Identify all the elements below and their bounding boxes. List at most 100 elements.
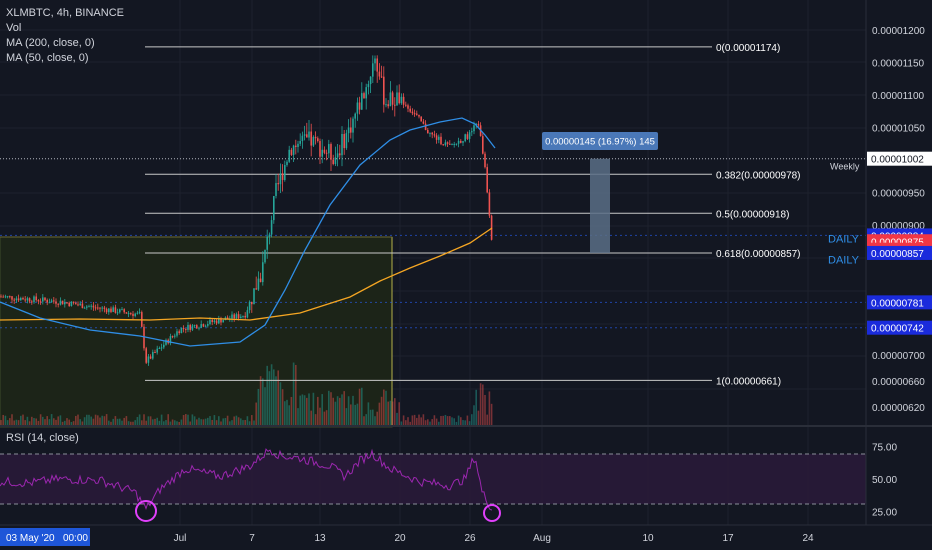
volume-bar	[449, 416, 451, 425]
volume-bar	[114, 416, 117, 425]
candle-body	[438, 136, 440, 140]
candle-body	[48, 302, 51, 304]
volume-bar	[369, 409, 372, 425]
volume-bar	[466, 415, 469, 425]
volume-bar	[193, 416, 196, 425]
volume-bar	[288, 405, 290, 425]
legend-ma50[interactable]: MA (50, close, 0)	[6, 52, 89, 64]
volume-bar	[59, 415, 62, 425]
candle-body	[154, 351, 156, 353]
candle-body	[20, 297, 22, 301]
time-axis-tick: 20	[394, 533, 406, 544]
candle-body	[176, 331, 178, 336]
candle-body	[347, 127, 350, 134]
rsi-axis-tick: 50.00	[872, 475, 897, 486]
rsi-line	[0, 448, 493, 511]
volume-bar	[174, 420, 176, 425]
volume-bar	[328, 390, 330, 425]
legend-ma200[interactable]: MA (200, close, 0)	[6, 37, 95, 49]
candle-body	[424, 123, 427, 131]
measure-box[interactable]	[590, 158, 610, 253]
volume-bar	[396, 412, 398, 425]
range-highlight-box[interactable]	[0, 236, 393, 428]
volume-bar	[15, 419, 18, 425]
volume-bar	[158, 420, 161, 425]
volume-bar	[123, 417, 125, 425]
time-axis[interactable]: Jul 7 13 20 26 Aug 10 17 24	[174, 533, 814, 544]
candle-body	[158, 347, 161, 349]
candle-body	[169, 336, 172, 344]
candle-body	[42, 297, 44, 302]
candle-body	[350, 127, 352, 133]
candle-body	[127, 313, 130, 315]
volume-bar	[407, 417, 409, 425]
candle-body	[9, 296, 11, 298]
legend-vol[interactable]: Vol	[6, 22, 22, 34]
volume-bar	[251, 415, 253, 425]
volume-bar	[383, 389, 385, 425]
candle-body	[336, 153, 339, 158]
volume-bar	[86, 414, 88, 425]
fibonacci-retracement[interactable]: 0(0.00001174) 0.382(0.00000978) 0.5(0.0000…	[145, 43, 801, 387]
volume-bar	[55, 419, 57, 425]
candle-body	[416, 113, 418, 115]
volume-bar	[20, 415, 22, 425]
volume-bar	[400, 421, 403, 425]
circle-marker-oversold-1[interactable]	[135, 500, 157, 522]
candle-body	[237, 314, 240, 319]
candle-body	[31, 301, 33, 303]
volume-bar	[4, 415, 7, 425]
candle-body	[321, 149, 323, 157]
rsi-axis[interactable]: 75.00 50.00 25.00	[872, 443, 897, 519]
volume-bar	[22, 414, 24, 425]
volume-bar	[180, 419, 183, 425]
volume-bar	[482, 384, 484, 425]
candle-body	[301, 135, 304, 142]
candle-body	[314, 136, 317, 139]
volume-bar	[233, 416, 235, 425]
candle-body	[246, 310, 249, 318]
candle-body	[90, 305, 92, 307]
volume-bar	[53, 418, 55, 425]
rsi-band	[0, 454, 866, 504]
volume-bar	[204, 418, 207, 425]
candle-body	[281, 173, 284, 180]
legend-rsi[interactable]: RSI (14, close)	[6, 432, 79, 444]
circle-marker-oversold-2[interactable]	[483, 504, 501, 522]
candle-body	[187, 324, 189, 330]
candle-body	[418, 114, 420, 117]
legend-symbol[interactable]: XLMBTC, 4h, BINANCE	[6, 7, 124, 19]
volume-bar	[127, 421, 130, 425]
volume-bar	[345, 408, 348, 425]
volume-bar	[334, 401, 337, 425]
candle-body	[325, 152, 328, 154]
measure-label: 0.00000145 (16.97%) 145	[545, 137, 655, 148]
volume-bar	[317, 396, 319, 425]
volume-bar	[295, 364, 297, 425]
candle-body	[262, 262, 264, 283]
horizontal-lines[interactable]: Weekly 0.00001002	[0, 151, 932, 329]
volume-bar	[11, 414, 13, 425]
candle-body	[356, 102, 359, 114]
candle-body	[411, 111, 414, 114]
candle-body	[407, 105, 409, 109]
volume-bar	[270, 364, 273, 425]
candle-body	[178, 331, 180, 334]
candle-body	[383, 76, 385, 105]
candle-body	[235, 314, 238, 319]
price-axis[interactable]: 0.00001200 0.00001150 0.00001100 0.00001050…	[872, 26, 925, 414]
volume-bar	[64, 420, 66, 425]
measure-tool[interactable]: 0.00000145 (16.97%) 145	[542, 132, 658, 253]
volume-bar	[363, 416, 365, 425]
volume-bar	[273, 369, 275, 425]
candle-body	[136, 312, 139, 314]
volume-bar	[361, 387, 363, 425]
weekly-price-tag-bg	[867, 151, 932, 166]
candle-body	[361, 93, 363, 110]
candle-body	[145, 348, 147, 363]
candle-body	[317, 138, 319, 142]
candle-body	[97, 307, 99, 309]
volume-bar	[165, 420, 167, 425]
rsi-pane[interactable]	[0, 448, 866, 522]
